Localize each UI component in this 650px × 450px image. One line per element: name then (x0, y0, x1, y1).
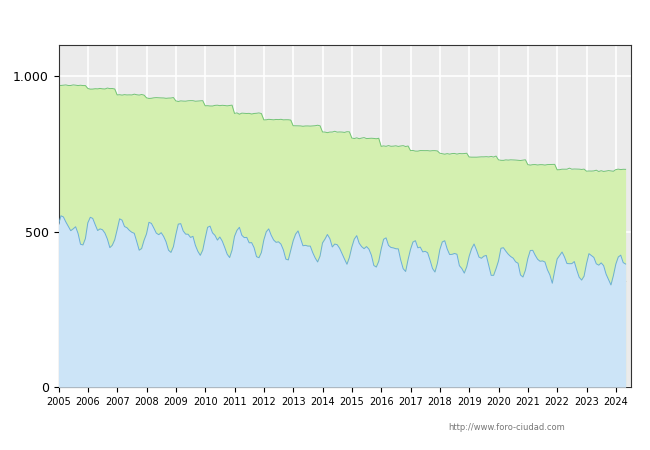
Text: http://www.foro-ciudad.com: http://www.foro-ciudad.com (448, 423, 566, 432)
Text: María  -  Evolucion de la poblacion en edad de Trabajar Mayo de 2024: María - Evolucion de la poblacion en eda… (119, 15, 531, 28)
